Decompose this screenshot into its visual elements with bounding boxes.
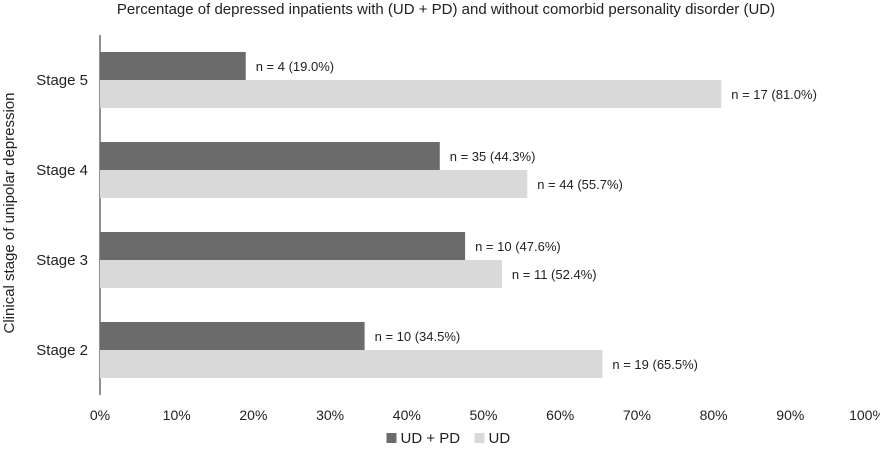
bar-ud-stage-2: [100, 350, 603, 378]
legend: UD + PD UD: [386, 430, 511, 447]
bar-ud-pd-stage-5: [100, 52, 246, 80]
chart-title: Percentage of depressed inpatients with …: [117, 1, 775, 18]
bars-layer: Stage 5 n = 4 (19.0%) n = 17 (81.0%) Stage …: [36, 52, 817, 378]
x-axis-ticks: 0% 10% 20% 30% 40% 50% 60% 70% 80% 90% 100%: [90, 407, 880, 423]
legend-label-ud-pd: UD + PD: [401, 430, 461, 447]
legend-label-ud: UD: [489, 430, 511, 447]
data-label-ud-pd-stage-5: n = 4 (19.0%): [256, 59, 334, 74]
category-label-stage-3: Stage 3: [36, 252, 88, 269]
x-tick-label: 80%: [700, 407, 728, 423]
x-tick-label: 60%: [546, 407, 574, 423]
x-tick-label: 0%: [90, 407, 110, 423]
x-tick-label: 100%: [849, 407, 880, 423]
data-label-ud-stage-4: n = 44 (55.7%): [537, 177, 623, 192]
category-label-stage-4: Stage 4: [36, 162, 88, 179]
legend-swatch-ud-pd: [386, 433, 397, 443]
data-label-ud-stage-5: n = 17 (81.0%): [731, 87, 817, 102]
bar-ud-pd-stage-2: [100, 322, 365, 350]
bar-ud-pd-stage-4: [100, 142, 440, 170]
legend-swatch-ud: [474, 433, 485, 443]
data-label-ud-stage-3: n = 11 (52.4%): [512, 267, 597, 282]
x-tick-label: 30%: [316, 407, 344, 423]
x-tick-label: 20%: [239, 407, 267, 423]
x-tick-label: 40%: [393, 407, 421, 423]
bar-ud-stage-4: [100, 170, 528, 198]
data-label-ud-pd-stage-4: n = 35 (44.3%): [450, 149, 536, 164]
data-label-ud-pd-stage-2: n = 10 (34.5%): [375, 329, 461, 344]
bar-ud-stage-5: [100, 80, 722, 108]
data-label-ud-pd-stage-3: n = 10 (47.6%): [475, 239, 561, 254]
x-tick-label: 10%: [163, 407, 191, 423]
x-tick-label: 50%: [469, 407, 497, 423]
bar-ud-stage-3: [100, 260, 502, 288]
x-tick-label: 90%: [776, 407, 804, 423]
y-axis-label: Clinical stage of unipolar depression: [1, 93, 18, 334]
category-label-stage-5: Stage 5: [36, 72, 88, 89]
data-label-ud-stage-2: n = 19 (65.5%): [612, 357, 698, 372]
category-label-stage-2: Stage 2: [36, 342, 88, 359]
x-tick-label: 70%: [623, 407, 651, 423]
bar-ud-pd-stage-3: [100, 232, 466, 260]
